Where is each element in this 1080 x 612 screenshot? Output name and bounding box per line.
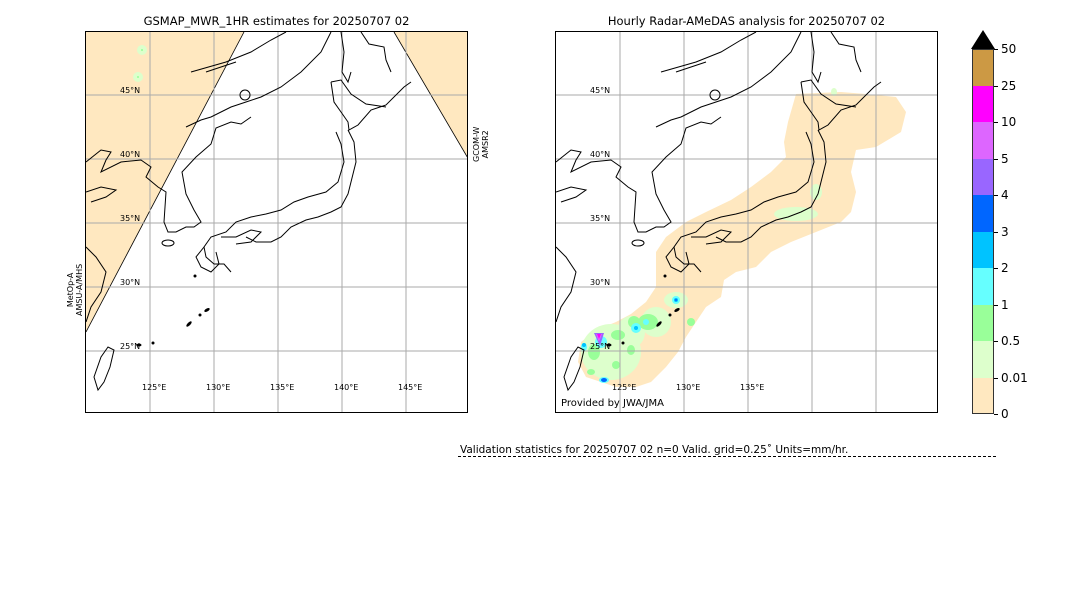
lon-label-135: 135°E <box>270 383 295 392</box>
graticule <box>86 32 467 412</box>
validation-statistics: Validation statistics for 20250707 02 n=… <box>460 444 849 456</box>
colorbar-seg-2-3 <box>972 232 994 268</box>
colorbar-tick-0.5: 0.5 <box>994 335 1020 347</box>
lat-label-30: 30°N <box>590 278 611 287</box>
lon-label-140: 140°E <box>334 383 359 392</box>
right-map-title: Hourly Radar-AMeDAS analysis for 2025070… <box>607 14 886 28</box>
colorbar-seg-0.01-0.5 <box>972 341 994 378</box>
left-map-canvas <box>86 32 467 412</box>
metop-sensor-label: MetOp-A AMSU-A/MHS <box>66 263 84 316</box>
colorbar <box>972 49 994 414</box>
colorbar-seg-4-5 <box>972 159 994 195</box>
colorbar-seg-0.5-1 <box>972 305 994 341</box>
lat-label-35: 35°N <box>120 214 141 223</box>
coastlines <box>556 32 882 392</box>
colorbar-tick-5: 5 <box>994 153 1009 165</box>
colorbar-tick-1: 1 <box>994 299 1009 311</box>
lat-label-45: 45°N <box>120 86 141 95</box>
lat-label-40: 40°N <box>590 150 611 159</box>
colorbar-seg-1-2 <box>972 268 994 305</box>
data-credit: Provided by JWA/JMA <box>561 398 664 409</box>
lon-label-135: 135°E <box>740 383 765 392</box>
colorbar-tick-2: 2 <box>994 262 1009 274</box>
ryukyu-islands <box>136 274 210 347</box>
colorbar-seg-0-0.01 <box>972 378 994 414</box>
coastlines <box>86 32 412 392</box>
lon-label-125: 125°E <box>612 383 637 392</box>
colorbar-tick-0: 0 <box>994 408 1009 420</box>
lon-label-130: 130°E <box>676 383 701 392</box>
right-map-canvas <box>556 32 937 412</box>
light-rain-patches <box>581 88 837 383</box>
lat-label-25: 25°N <box>120 342 141 351</box>
colorbar-seg-5-10 <box>972 122 994 159</box>
colorbar-seg-3-4 <box>972 195 994 232</box>
colorbar-seg-25-50 <box>972 49 994 86</box>
lon-label-145: 145°E <box>398 383 423 392</box>
graticule <box>556 32 937 412</box>
colorbar-tick-4: 4 <box>994 189 1009 201</box>
left-map-title: GSMAP_MWR_1HR estimates for 20250707 02 <box>143 14 410 28</box>
validation-divider <box>458 456 996 457</box>
colorbar-seg-10-25 <box>972 86 994 122</box>
lon-label-125: 125°E <box>142 383 167 392</box>
ryukyu-islands <box>606 274 680 347</box>
gcom-sensor-label: GCOM-W AMSR2 <box>472 126 490 162</box>
lat-label-40: 40°N <box>120 150 141 159</box>
colorbar-extend-triangle <box>971 30 995 49</box>
colorbar-tick-50: 50 <box>994 43 1016 55</box>
colorbar-tick-3: 3 <box>994 226 1009 238</box>
lat-label-30: 30°N <box>120 278 141 287</box>
lat-label-25: 25°N <box>590 342 611 351</box>
lat-label-45: 45°N <box>590 86 611 95</box>
colorbar-tick-0.01: 0.01 <box>994 372 1028 384</box>
lat-label-35: 35°N <box>590 214 611 223</box>
colorbar-tick-10: 10 <box>994 116 1016 128</box>
lon-label-130: 130°E <box>206 383 231 392</box>
colorbar-tick-25: 25 <box>994 80 1016 92</box>
left-map: 45°N 40°N 35°N 30°N 25°N 125°E 130°E 135… <box>85 31 468 413</box>
right-map: 45°N 40°N 35°N 30°N 25°N 125°E 130°E 135… <box>555 31 938 413</box>
